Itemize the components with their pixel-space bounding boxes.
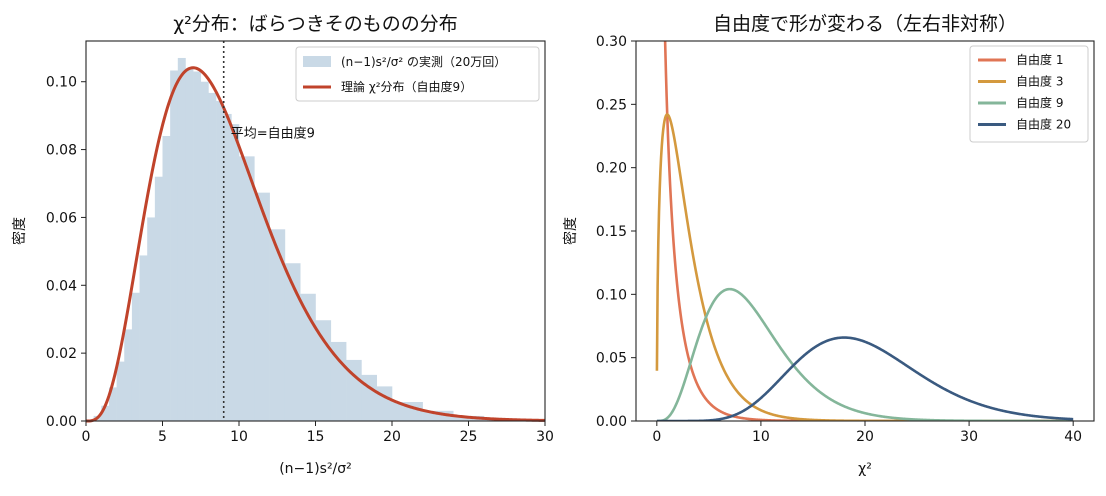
y-tick-label: 0.06	[46, 210, 77, 226]
histogram-bar	[315, 320, 332, 421]
legend-label-theory: 理論 χ²分布（自由度9）	[341, 79, 472, 94]
y-tick-label: 0.15	[596, 224, 627, 240]
y-tick-label: 0.02	[46, 346, 77, 362]
histogram-bar	[177, 57, 186, 421]
histogram-bar	[162, 136, 171, 421]
histogram-bar	[231, 124, 240, 421]
chart-left: 平均=自由度9 0 5 10 15 20 25 30 0.000.020.040.060.0…	[11, 13, 554, 477]
legend-label-histogram: (n−1)s²/σ² の実測（20万回）	[341, 54, 506, 69]
df-curve	[656, 287, 1074, 421]
y-tick-label: 0.04	[46, 278, 77, 294]
y-tick-label: 0.10	[596, 287, 627, 303]
legend-label: 自由度 20	[1016, 117, 1071, 132]
histogram-bar	[139, 255, 148, 421]
y-tick-label: 0.30	[596, 34, 627, 50]
x-axis-ticks: 0 10 20 30 40	[652, 421, 1082, 445]
x-tick-label: 5	[158, 429, 167, 445]
histogram-bar	[300, 293, 316, 421]
legend: 自由度 1 自由度 3 自由度 9 自由度 20	[969, 45, 1089, 143]
histogram-bar	[200, 81, 209, 421]
histogram-bar	[223, 113, 232, 422]
legend-box	[295, 46, 540, 102]
x-tick-label: 10	[752, 429, 770, 445]
y-tick-label: 0.20	[596, 161, 627, 177]
x-tick-label: 0	[82, 429, 91, 445]
legend-box	[969, 45, 1089, 143]
histogram-bar	[376, 386, 393, 421]
y-tick-label: 0.10	[46, 75, 77, 91]
chart-title: 自由度で形が変わる（左右非対称）	[713, 13, 1017, 35]
y-axis-label: 密度	[11, 217, 28, 245]
histogram-bar	[147, 217, 156, 421]
histogram-bar	[330, 341, 347, 421]
histogram-bar	[108, 387, 117, 421]
histogram-bar	[185, 68, 194, 422]
histogram-bar	[170, 70, 179, 422]
y-tick-label: 0.00	[46, 414, 77, 430]
legend-label: 自由度 1	[1016, 52, 1063, 67]
histogram-bar	[422, 410, 454, 421]
x-tick-label: 20	[856, 429, 874, 445]
df-curve	[656, 336, 1074, 421]
y-tick-label: 0.08	[46, 143, 77, 159]
x-tick-label: 20	[383, 429, 401, 445]
histogram-bar	[193, 71, 202, 422]
legend: (n−1)s²/σ² の実測（20万回） 理論 χ²分布（自由度9）	[295, 46, 540, 102]
x-axis-ticks: 0 5 10 15 20 25 30	[82, 421, 554, 445]
histogram-bar	[239, 156, 255, 421]
y-tick-label: 0.25	[596, 97, 627, 113]
y-tick-label: 0.05	[596, 351, 627, 367]
histogram-bar	[392, 402, 423, 421]
legend-swatch-histogram	[303, 56, 331, 67]
histogram-bar	[154, 176, 163, 421]
histogram-bar	[131, 292, 140, 421]
chart-title: χ²分布：ばらつきそのものの分布	[173, 13, 458, 35]
x-axis-label: χ²	[858, 461, 872, 477]
x-tick-label: 40	[1064, 429, 1082, 445]
x-tick-label: 25	[460, 429, 478, 445]
histogram-bar	[346, 359, 362, 421]
histogram-bar	[216, 101, 224, 421]
legend-label: 自由度 3	[1016, 74, 1063, 89]
x-axis-label: (n−1)s²/σ²	[279, 461, 352, 477]
x-tick-label: 30	[960, 429, 978, 445]
x-tick-label: 10	[230, 429, 248, 445]
histogram-bar	[269, 229, 286, 421]
x-tick-label: 30	[536, 429, 554, 445]
histogram-bar	[101, 405, 110, 421]
histogram-bar	[208, 92, 217, 422]
x-tick-label: 15	[307, 429, 325, 445]
y-axis-label: 密度	[562, 217, 579, 245]
y-axis-ticks: 0.00 0.02 0.04 0.06 0.08 0.10	[46, 75, 86, 430]
y-tick-label: 0.00	[596, 414, 627, 430]
legend-label: 自由度 9	[1016, 95, 1063, 110]
histogram-bar	[124, 329, 133, 421]
x-tick-label: 0	[652, 429, 661, 445]
histogram-bars	[86, 57, 546, 422]
theory-chi2-curve	[86, 66, 546, 423]
histogram-bar	[116, 361, 125, 421]
df-curve	[655, 113, 1074, 421]
histogram-bar	[284, 263, 301, 421]
chart-right: 0 10 20 30 40 0.00 0.05 0.10 0.15 0.20 0.25 0.30 自…	[562, 13, 1095, 477]
y-axis-ticks: 0.00 0.05 0.10 0.15 0.20 0.25 0.30	[596, 34, 636, 430]
histogram-bar	[254, 192, 270, 421]
mean-annotation: 平均=自由度9	[231, 126, 315, 142]
